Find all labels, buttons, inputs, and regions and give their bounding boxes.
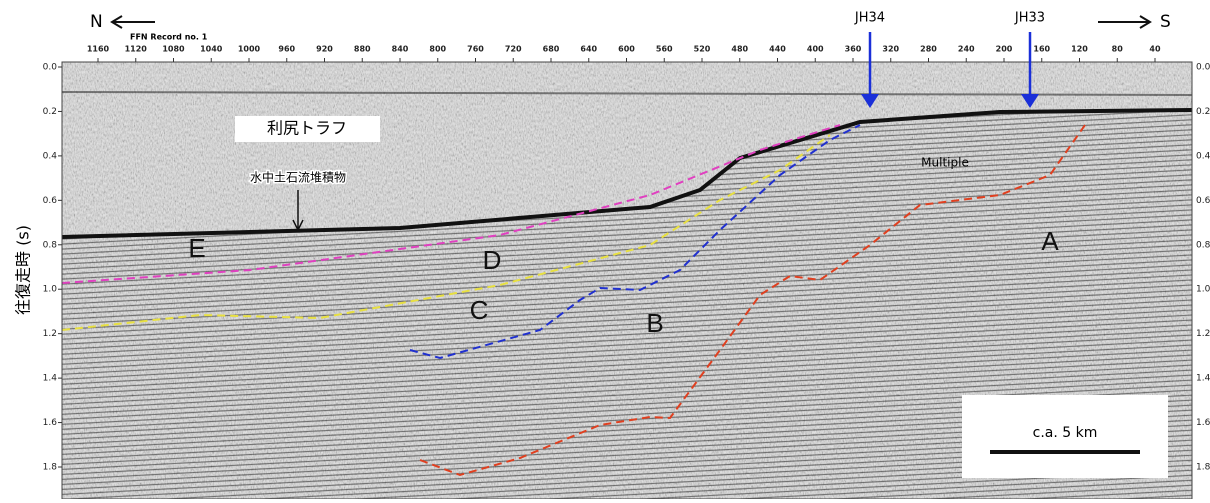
seismic-figure: N FFN Record no. 1 S JH34 JH33 1160 1120 10… (0, 0, 1210, 499)
top-tick-label: 360 (845, 45, 862, 54)
record-label: FFN Record no. 1 (130, 33, 208, 42)
top-tick-label: 760 (467, 45, 484, 54)
deposit-label: 水中土石流堆積物 (250, 170, 346, 185)
unit-label: B (646, 308, 663, 338)
y-tick-label-right: 1.0 (1196, 285, 1210, 295)
unit-label: D (483, 245, 502, 275)
y-tick-label: 0.2 (43, 107, 57, 117)
top-tick-label: 1040 (200, 45, 223, 54)
top-tick-label: 800 (429, 45, 446, 54)
north-arrow (112, 16, 155, 28)
top-tick-label: 400 (807, 45, 824, 54)
y-tick-label: 1.4 (43, 374, 58, 384)
y-tick-label: 0.4 (43, 151, 58, 161)
y-tick-label: 1.8 (43, 463, 58, 473)
top-tick-label: 920 (316, 45, 333, 54)
top-tick-label: 960 (278, 45, 295, 54)
y-tick-label: 0.0 (43, 63, 58, 73)
top-tick-label: 120 (1071, 45, 1088, 54)
top-tick-label: 880 (354, 45, 371, 54)
unit-label: C (470, 295, 489, 325)
top-tick-label: 840 (392, 45, 409, 54)
multiple-label: Multiple (921, 156, 969, 170)
top-tick-label: 80 (1112, 45, 1124, 54)
south-arrow (1098, 16, 1150, 28)
top-tick-label: 200 (996, 45, 1013, 54)
well-label: JH33 (1014, 11, 1045, 26)
y-tick-label-right: 1.2 (1196, 329, 1210, 339)
top-tick-label: 480 (731, 45, 748, 54)
y-tick-label-right: 1.6 (1196, 418, 1210, 428)
y-tick-label-right: 0.8 (1196, 240, 1210, 250)
y-tick-label-right: 0.6 (1196, 196, 1210, 206)
y-tick-label-right: 0.0 (1196, 63, 1210, 73)
top-tick-label: 600 (618, 45, 635, 54)
top-tick-label: 240 (958, 45, 975, 54)
top-tick-label: 1120 (125, 45, 148, 54)
y-tick-label: 1.0 (43, 285, 58, 295)
top-tick-label: 280 (920, 45, 937, 54)
y-tick-label-right: 0.2 (1196, 107, 1210, 117)
y-tick-label: 1.6 (43, 418, 58, 428)
top-tick-label: 520 (694, 45, 711, 54)
scale-label: c.a. 5 km (1033, 425, 1098, 441)
top-tick-label: 320 (882, 45, 899, 54)
top-tick-label: 640 (580, 45, 597, 54)
unit-label: E (188, 233, 205, 263)
well-label: JH34 (854, 11, 885, 26)
unit-label: A (1041, 226, 1059, 256)
y-tick-label-right: 0.4 (1196, 151, 1210, 161)
top-tick-label: 1160 (87, 45, 110, 54)
top-tick-label: 440 (769, 45, 786, 54)
south-label: S (1160, 12, 1171, 32)
top-tick-label: 680 (543, 45, 560, 54)
y-tick-label: 1.2 (43, 329, 57, 339)
top-tick-label: 160 (1033, 45, 1050, 54)
y-tick-label: 0.6 (43, 196, 58, 206)
north-label: N (90, 12, 103, 32)
top-tick-label: 560 (656, 45, 673, 54)
y-axis-label: 往復走時 (s) (14, 225, 33, 315)
top-tick-label: 1080 (162, 45, 185, 54)
y-tick-label: 0.8 (43, 240, 58, 250)
y-tick-label-right: 1.8 (1196, 463, 1210, 473)
y-tick-label-right: 1.4 (1196, 374, 1210, 384)
top-tick-label: 720 (505, 45, 522, 54)
trough-label: 利尻トラフ (267, 119, 347, 138)
top-tick-label: 1000 (238, 45, 261, 54)
top-tick-label: 40 (1149, 45, 1161, 54)
